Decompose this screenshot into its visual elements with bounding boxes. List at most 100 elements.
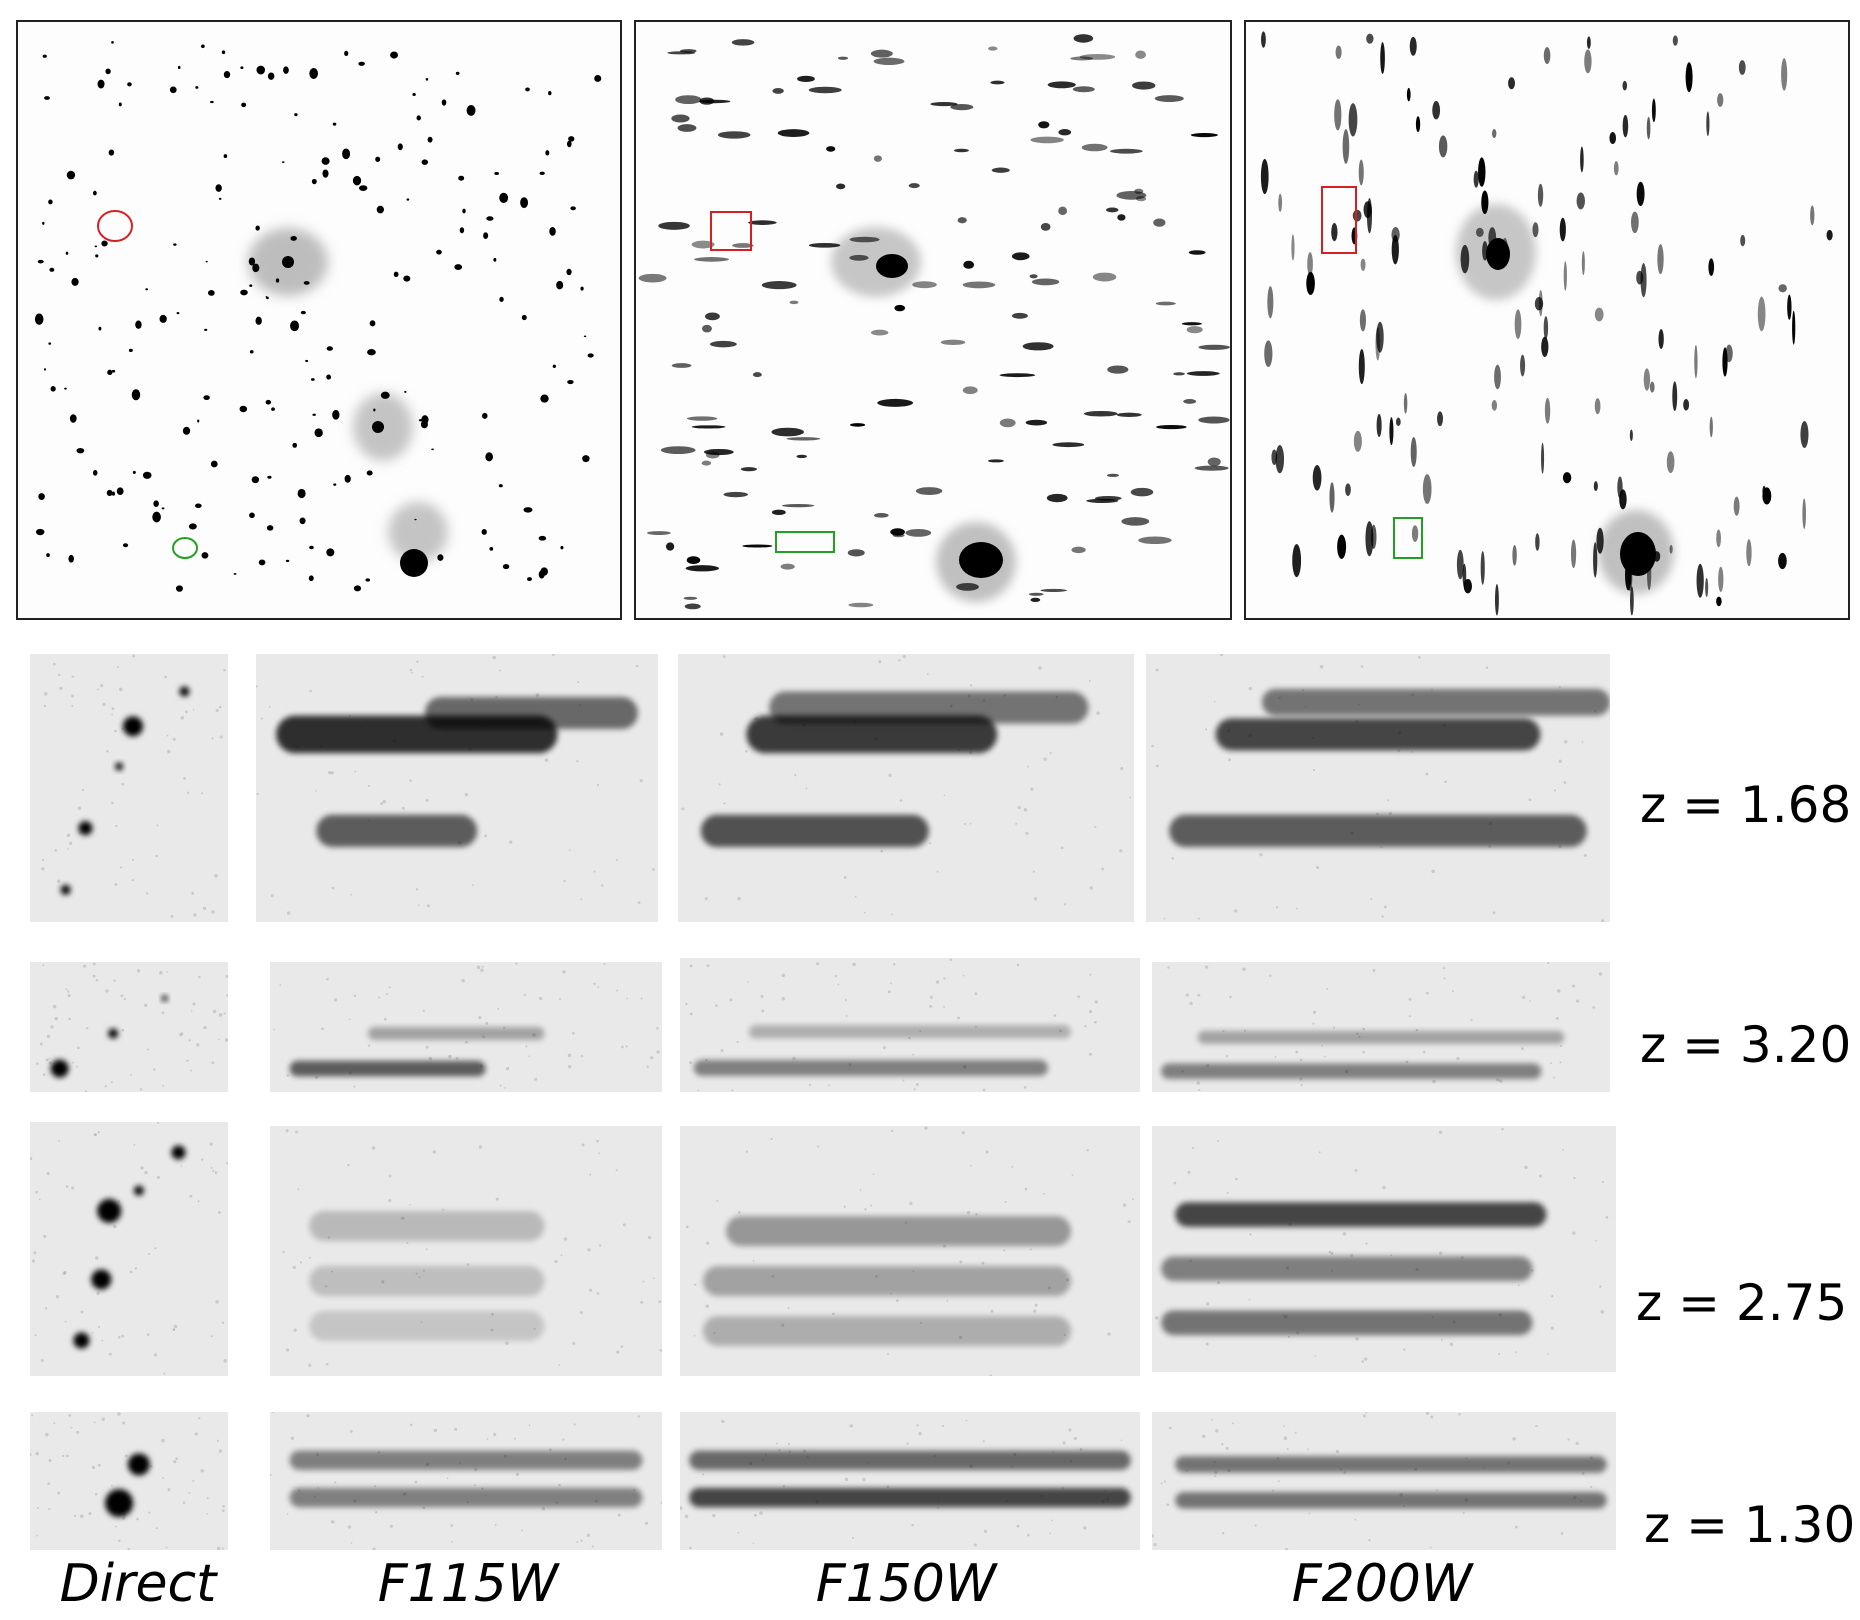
dispersed-trace [915, 487, 943, 495]
source-dot [326, 374, 332, 380]
noise-speck [593, 870, 596, 873]
dispersed-trace [1717, 93, 1724, 107]
dispersed-trace [1672, 35, 1678, 46]
dispersed-trace [1706, 111, 1710, 137]
dispersed-trace [1810, 205, 1815, 226]
dispersed-trace [1778, 552, 1787, 570]
noise-speck [1152, 1534, 1154, 1538]
dispersed-trace [1154, 95, 1184, 102]
dispersed-trace [1584, 49, 1592, 74]
noise-speck [1563, 781, 1567, 784]
source-dot [358, 185, 368, 192]
dispersed-trace [1275, 445, 1285, 474]
source-dot [92, 190, 97, 196]
dispersed-trace [1581, 251, 1585, 276]
noise-speck [43, 1234, 47, 1238]
noise-speck [367, 1044, 371, 1047]
dispersed-trace [1800, 420, 1809, 448]
noise-speck [1575, 1441, 1579, 1446]
noise-speck [497, 1008, 500, 1010]
noise-speck [124, 1454, 128, 1458]
noise-speck [603, 963, 606, 966]
noise-speck [1088, 1052, 1092, 1056]
noise-speck [1221, 1532, 1225, 1535]
dispersed-trace [1353, 430, 1362, 452]
noise-speck [1155, 764, 1159, 768]
noise-speck [198, 1417, 201, 1420]
noise-speck [216, 1546, 221, 1550]
noise-speck [115, 824, 118, 828]
dispersed-trace [1669, 544, 1673, 554]
noise-speck [173, 1328, 176, 1331]
noise-speck [902, 655, 907, 659]
dispersed-trace [1106, 207, 1119, 213]
noise-speck [127, 1547, 131, 1550]
noise-speck [1583, 853, 1587, 857]
noise-speck [581, 1143, 585, 1147]
source-dot [521, 314, 527, 321]
noise-speck [70, 1426, 73, 1429]
noise-speck [81, 788, 85, 792]
source-dot [552, 364, 556, 368]
noise-speck [134, 1267, 138, 1270]
dispersed-trace [1264, 340, 1273, 367]
noise-speck [644, 1521, 649, 1525]
noise-speck [371, 1146, 376, 1150]
dispersed-trace [1292, 543, 1302, 578]
noise-speck [805, 787, 808, 790]
noise-speck [620, 1345, 624, 1348]
source-dot [35, 528, 45, 536]
noise-speck [200, 792, 204, 795]
noise-speck [1429, 1546, 1432, 1549]
source-dot [312, 413, 316, 416]
noise-speck [1016, 1524, 1020, 1528]
noise-speck [1553, 789, 1557, 792]
noise-speck [1197, 993, 1201, 997]
column-label-f150w: F150W [815, 1554, 997, 1614]
source-dot [135, 320, 142, 329]
noise-speck [40, 1359, 44, 1363]
source-dot [594, 75, 602, 82]
noise-speck [190, 1069, 193, 1072]
noise-speck [689, 1546, 692, 1550]
source-dot [309, 68, 318, 79]
source-dot [414, 518, 417, 521]
noise-speck [794, 774, 797, 777]
noise-speck [45, 1432, 49, 1437]
dispersed-trace [703, 448, 734, 456]
direct-image-panel [16, 20, 622, 620]
source-dot [587, 353, 594, 358]
noise-speck [106, 749, 109, 753]
noise-speck [1354, 1518, 1357, 1521]
noise-speck [969, 684, 973, 687]
source-dot [481, 529, 487, 535]
dispersed-trace [1718, 566, 1724, 593]
noise-speck [943, 977, 946, 980]
noise-speck [66, 833, 71, 838]
noise-speck [166, 734, 169, 737]
noise-speck [844, 1477, 849, 1482]
source-dot [436, 249, 442, 255]
noise-speck [383, 1017, 387, 1021]
noise-speck [1029, 1248, 1032, 1251]
noise-speck [1079, 1447, 1083, 1451]
noise-speck [353, 1085, 356, 1088]
green-box-marker [775, 531, 835, 553]
noise-speck [1330, 1251, 1334, 1255]
dispersed-trace [870, 49, 893, 58]
dispersed-trace [1070, 56, 1094, 61]
source-dot [111, 41, 114, 44]
spectrum-trace [309, 1211, 545, 1241]
noise-speck [80, 1514, 84, 1518]
noise-speck [845, 1014, 848, 1018]
spectrum-trace [276, 715, 558, 754]
dispersed-trace [1594, 307, 1604, 322]
dispersed-trace [1130, 487, 1154, 497]
noise-speck [215, 708, 219, 712]
noise-speck [562, 1438, 565, 1441]
dispersed-trace [1640, 263, 1647, 298]
dispersed-trace [1181, 322, 1202, 326]
source-dot [294, 113, 298, 117]
noise-speck [58, 1140, 61, 1142]
source-dot [201, 44, 205, 49]
